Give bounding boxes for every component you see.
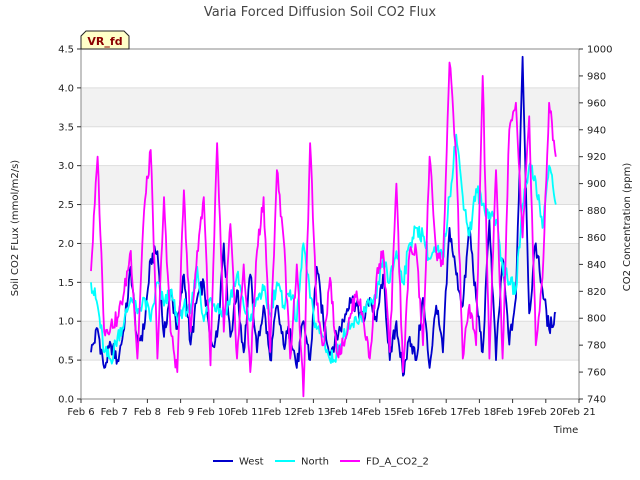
chart-title: Varia Forced Diffusion Soil CO2 Flux bbox=[204, 5, 437, 20]
y-axis-right-ticks: 740 760 780 800 820 840 860 880 900 920 940 960 980 1… bbox=[579, 45, 612, 406]
x-tick-label: Feb 8 bbox=[134, 407, 161, 418]
y-right-tick-label: 800 bbox=[587, 314, 606, 325]
x-tick-label: Feb 11 bbox=[230, 407, 264, 418]
y-right-tick-label: 740 bbox=[587, 395, 606, 406]
legend-label: FD_A_CO2_2 bbox=[366, 457, 429, 468]
y-right-tick-label: 900 bbox=[587, 179, 606, 190]
series-layer bbox=[90, 55, 557, 398]
grid-band bbox=[81, 87, 579, 127]
x-axis-ticks: Feb 6 Feb 7 Feb 8 Feb 9 Feb 10 Feb 11 Feb 12 Fe… bbox=[67, 399, 596, 418]
x-tick-label: Feb 16 bbox=[396, 407, 430, 418]
x-axis-label: Time bbox=[553, 425, 578, 436]
y-right-tick-label: 820 bbox=[587, 287, 606, 298]
x-tick-label: Feb 14 bbox=[330, 407, 364, 418]
y-right-tick-label: 920 bbox=[587, 152, 606, 163]
x-tick-label: Feb 9 bbox=[167, 407, 194, 418]
y-right-tick-label: 940 bbox=[587, 125, 606, 136]
legend-label: North bbox=[301, 457, 329, 468]
y-axis-left-ticks: 0.0 0.5 1.0 1.5 2.0 2.5 3.0 3.5 4.0 4.5 bbox=[58, 45, 81, 406]
plot-frame bbox=[80, 48, 580, 400]
grid-band bbox=[81, 243, 579, 283]
x-tick-label: Feb 12 bbox=[263, 407, 297, 418]
y-left-tick-label: 1.0 bbox=[58, 317, 74, 328]
y-right-tick-label: 880 bbox=[587, 206, 606, 217]
y-right-tick-label: 980 bbox=[587, 71, 606, 82]
badge: VR_fd bbox=[80, 30, 130, 50]
y-right-tick-label: 860 bbox=[587, 233, 606, 244]
x-tick-label: Feb 7 bbox=[101, 407, 128, 418]
y-left-tick-label: 3.0 bbox=[58, 161, 74, 172]
y-right-tick-label: 1000 bbox=[587, 45, 612, 56]
y-left-tick-label: 0.5 bbox=[58, 356, 74, 367]
plot-area bbox=[90, 55, 557, 398]
y-left-tick-label: 4.0 bbox=[58, 83, 74, 94]
legend: West North FD_A_CO2_2 bbox=[213, 457, 429, 468]
legend-label: West bbox=[239, 457, 264, 468]
y-left-tick-label: 2.5 bbox=[58, 200, 74, 211]
y-axis-left-label: Soil CO2 FLux (mmol/m2/s) bbox=[10, 160, 21, 297]
x-tick-label: Feb 17 bbox=[429, 407, 463, 418]
x-tick-label: Feb 18 bbox=[463, 407, 497, 418]
badge-box bbox=[80, 30, 130, 50]
y-left-tick-label: 4.5 bbox=[58, 45, 74, 56]
y-right-tick-label: 760 bbox=[587, 368, 606, 379]
series-line-fd-a-co2-2 bbox=[90, 61, 557, 398]
y-left-tick-label: 1.5 bbox=[58, 278, 74, 289]
y-left-tick-label: 3.5 bbox=[58, 122, 74, 133]
series-line-west bbox=[90, 55, 557, 377]
x-tick-label: Feb 19 bbox=[496, 407, 530, 418]
x-tick-label: Feb 6 bbox=[67, 407, 94, 418]
y-right-tick-label: 840 bbox=[587, 260, 606, 271]
y-left-tick-label: 2.0 bbox=[58, 239, 74, 250]
y-left-tick-label: 0.0 bbox=[58, 395, 74, 406]
y-right-tick-label: 960 bbox=[587, 98, 606, 109]
x-tick-label: Feb 21 bbox=[562, 407, 596, 418]
x-tick-label: Feb 13 bbox=[297, 407, 331, 418]
y-right-tick-label: 780 bbox=[587, 341, 606, 352]
x-tick-label: Feb 10 bbox=[197, 407, 231, 418]
y-axis-right-label: CO2 Concentration (ppm) bbox=[622, 163, 633, 292]
badge-label: VR_fd bbox=[87, 35, 122, 48]
grid-band bbox=[81, 165, 579, 205]
x-tick-label: Feb 15 bbox=[363, 407, 397, 418]
x-tick-label: Feb 20 bbox=[529, 407, 563, 418]
